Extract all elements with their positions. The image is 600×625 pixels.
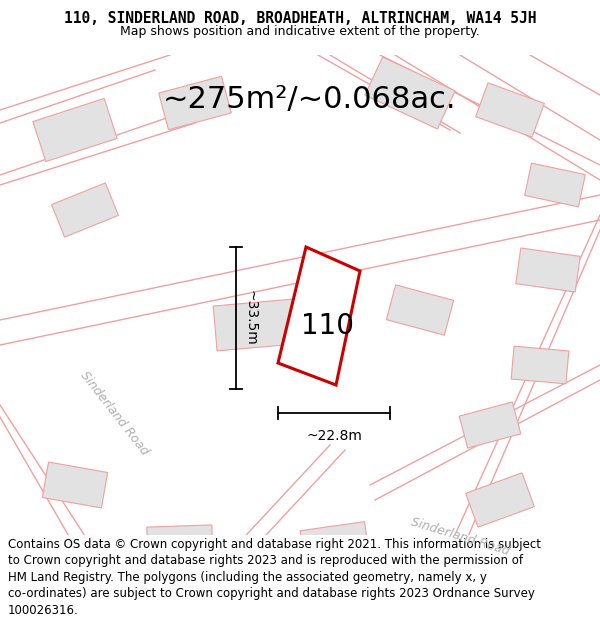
Text: 110: 110	[302, 312, 355, 341]
Polygon shape	[386, 285, 454, 335]
Text: Sinderland Road: Sinderland Road	[77, 369, 151, 458]
Text: 110, SINDERLAND ROAD, BROADHEATH, ALTRINCHAM, WA14 5JH: 110, SINDERLAND ROAD, BROADHEATH, ALTRIN…	[64, 11, 536, 26]
Polygon shape	[147, 525, 213, 565]
Polygon shape	[516, 248, 580, 292]
Polygon shape	[466, 473, 535, 527]
Polygon shape	[459, 402, 521, 448]
Polygon shape	[52, 183, 118, 237]
Text: Map shows position and indicative extent of the property.: Map shows position and indicative extent…	[120, 26, 480, 39]
Text: ~22.8m: ~22.8m	[306, 429, 362, 443]
Polygon shape	[365, 57, 455, 129]
Polygon shape	[476, 83, 544, 137]
Polygon shape	[278, 247, 360, 385]
Polygon shape	[43, 462, 107, 508]
Polygon shape	[511, 346, 569, 384]
Text: Sinderland Road: Sinderland Road	[409, 516, 511, 558]
Text: ~275m²/~0.068ac.: ~275m²/~0.068ac.	[163, 85, 457, 114]
Text: Contains OS data © Crown copyright and database right 2021. This information is : Contains OS data © Crown copyright and d…	[8, 538, 541, 617]
Text: ~33.5m: ~33.5m	[243, 290, 257, 346]
Polygon shape	[524, 163, 586, 207]
Polygon shape	[33, 99, 117, 161]
Polygon shape	[213, 299, 297, 351]
Polygon shape	[300, 522, 370, 568]
Polygon shape	[158, 76, 232, 130]
